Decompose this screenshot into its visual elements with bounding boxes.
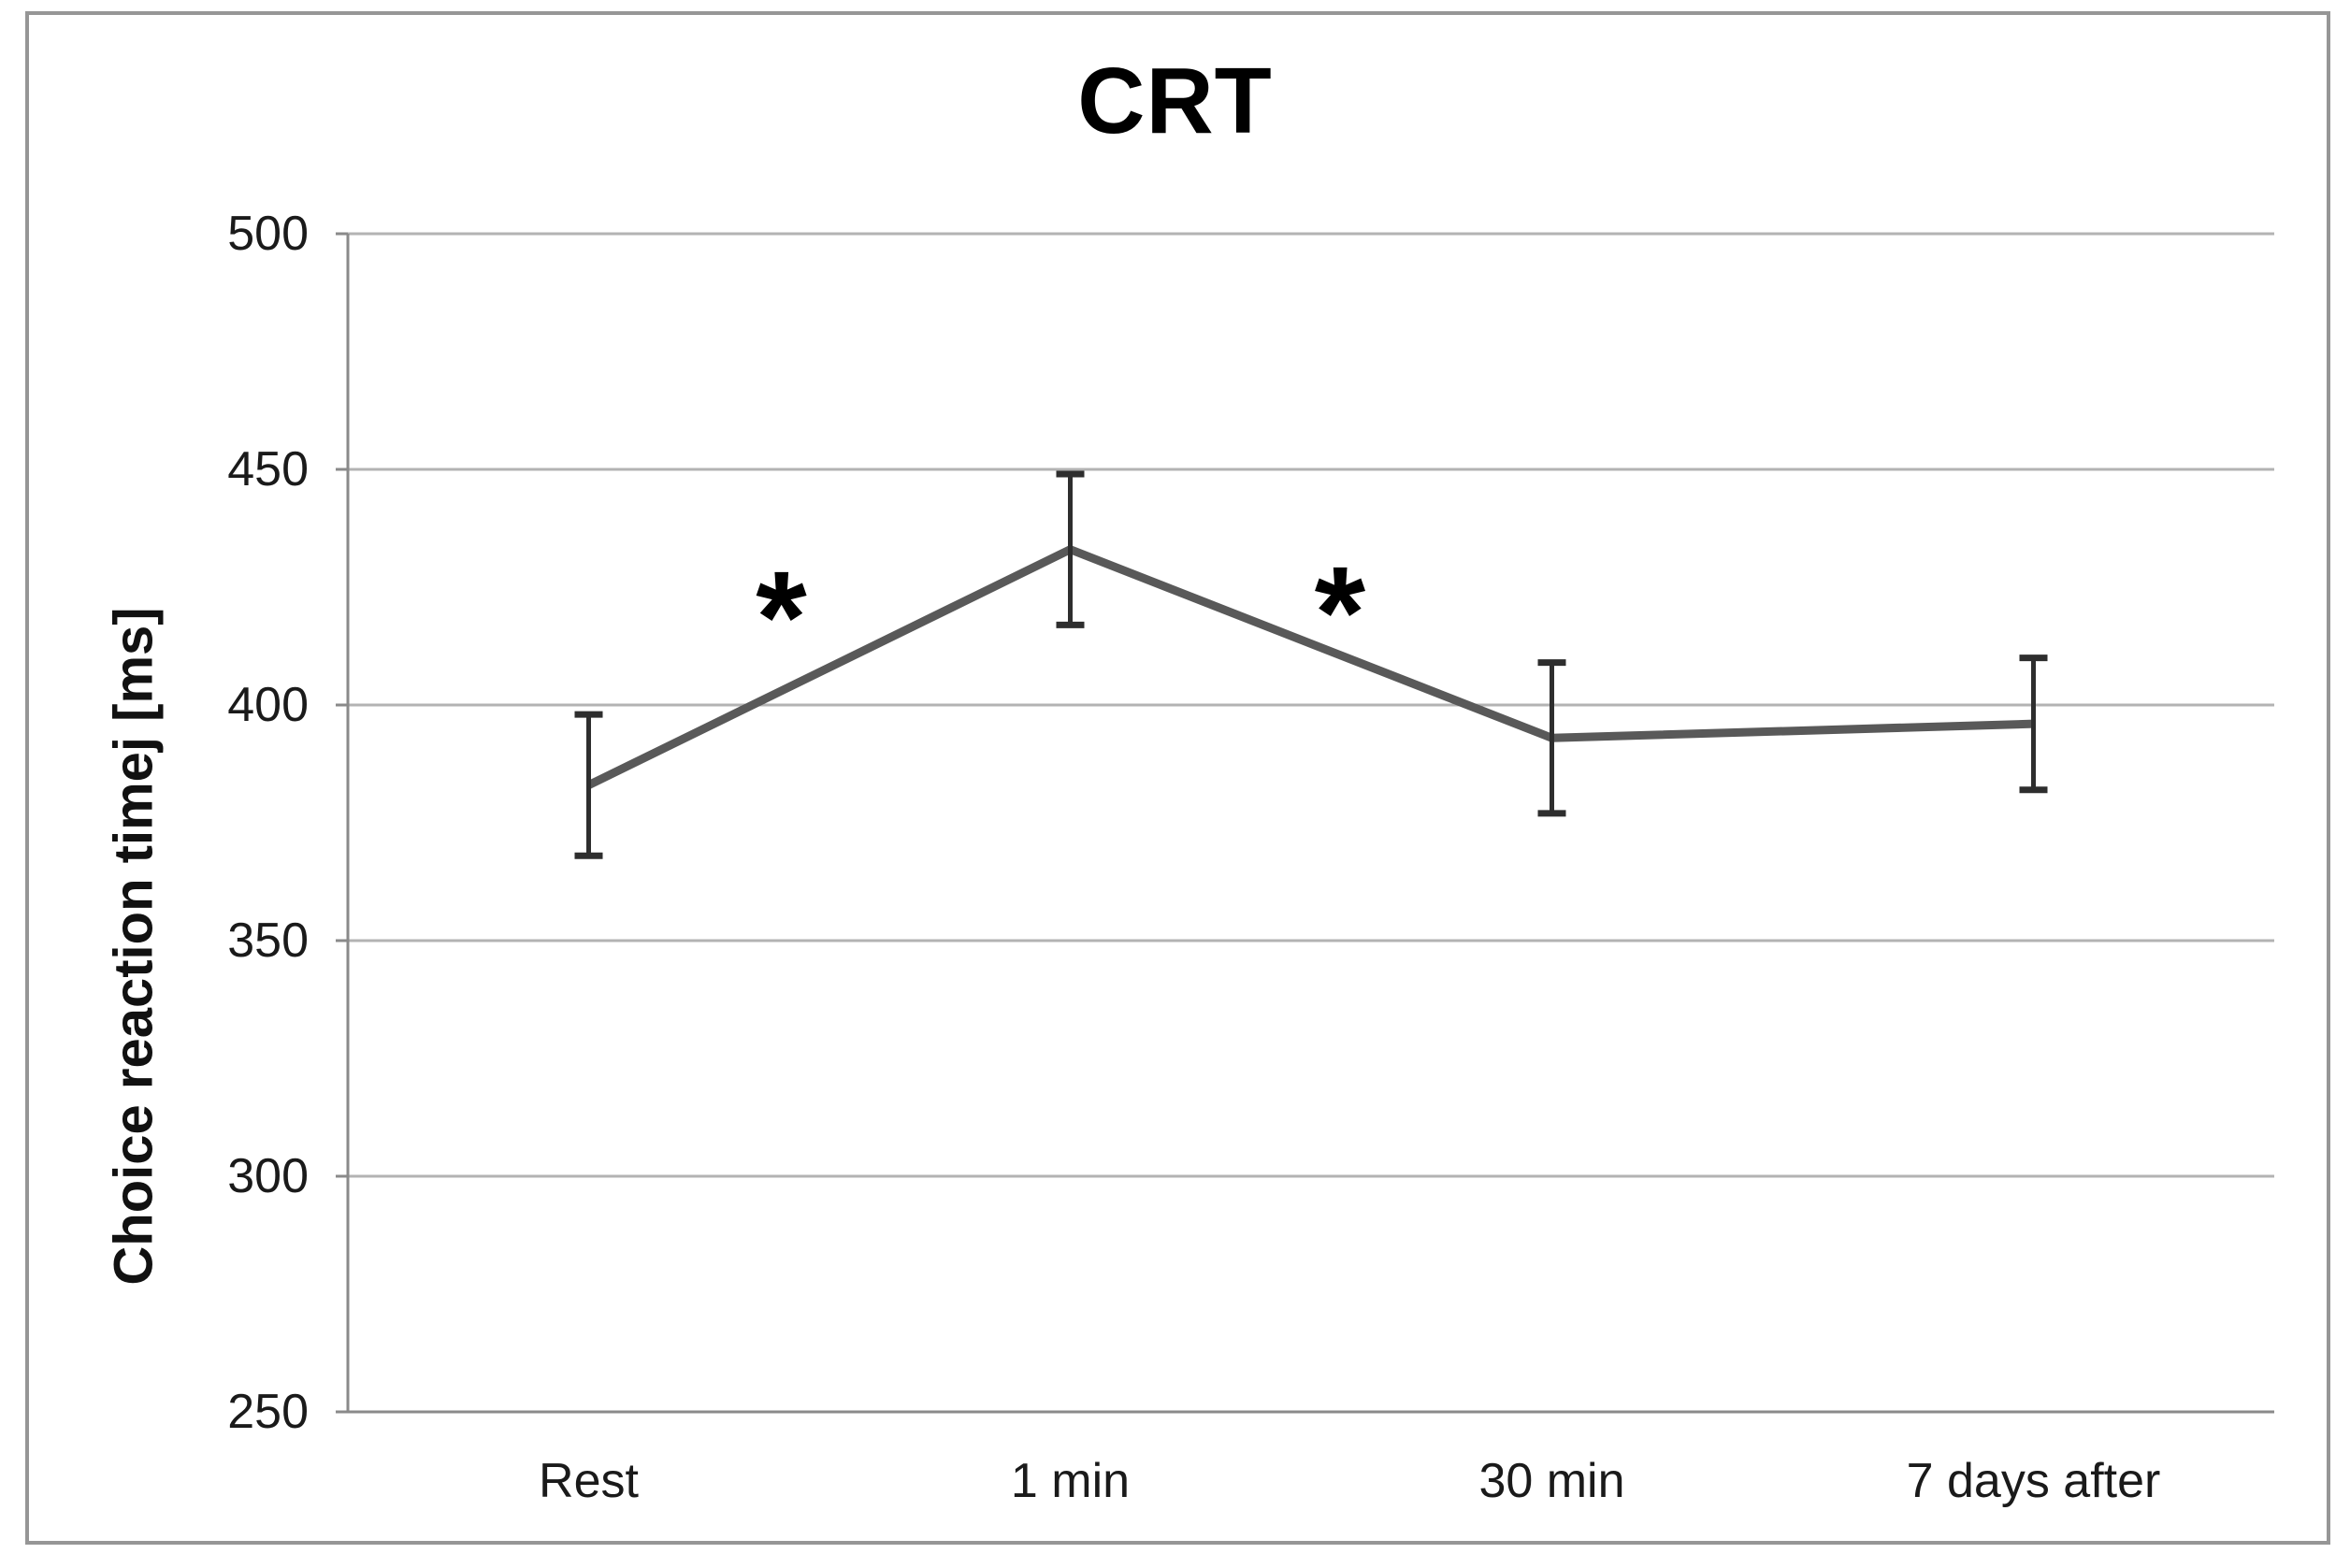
x-category-label-4: 7 days after [1907, 1454, 2161, 1508]
y-tick-label-400: 400 [227, 678, 309, 732]
x-category-label-2: 1 min [1011, 1454, 1130, 1508]
x-category-label-1: Rest [539, 1454, 639, 1508]
y-tick-label-450: 450 [227, 442, 309, 496]
y-tick-label-350: 350 [227, 913, 309, 968]
significance-asterisk-1: * [756, 543, 807, 690]
y-tick-label-500: 500 [227, 207, 309, 261]
significance-asterisk-2: * [1315, 539, 1366, 685]
data-line [586, 545, 2034, 789]
y-tick-label-250: 250 [227, 1385, 309, 1439]
chart-frame [25, 11, 2330, 1545]
x-category-label-3: 30 min [1478, 1454, 1624, 1508]
y-tick-label-300: 300 [227, 1149, 309, 1203]
chart-title: CRT [1077, 49, 1273, 153]
